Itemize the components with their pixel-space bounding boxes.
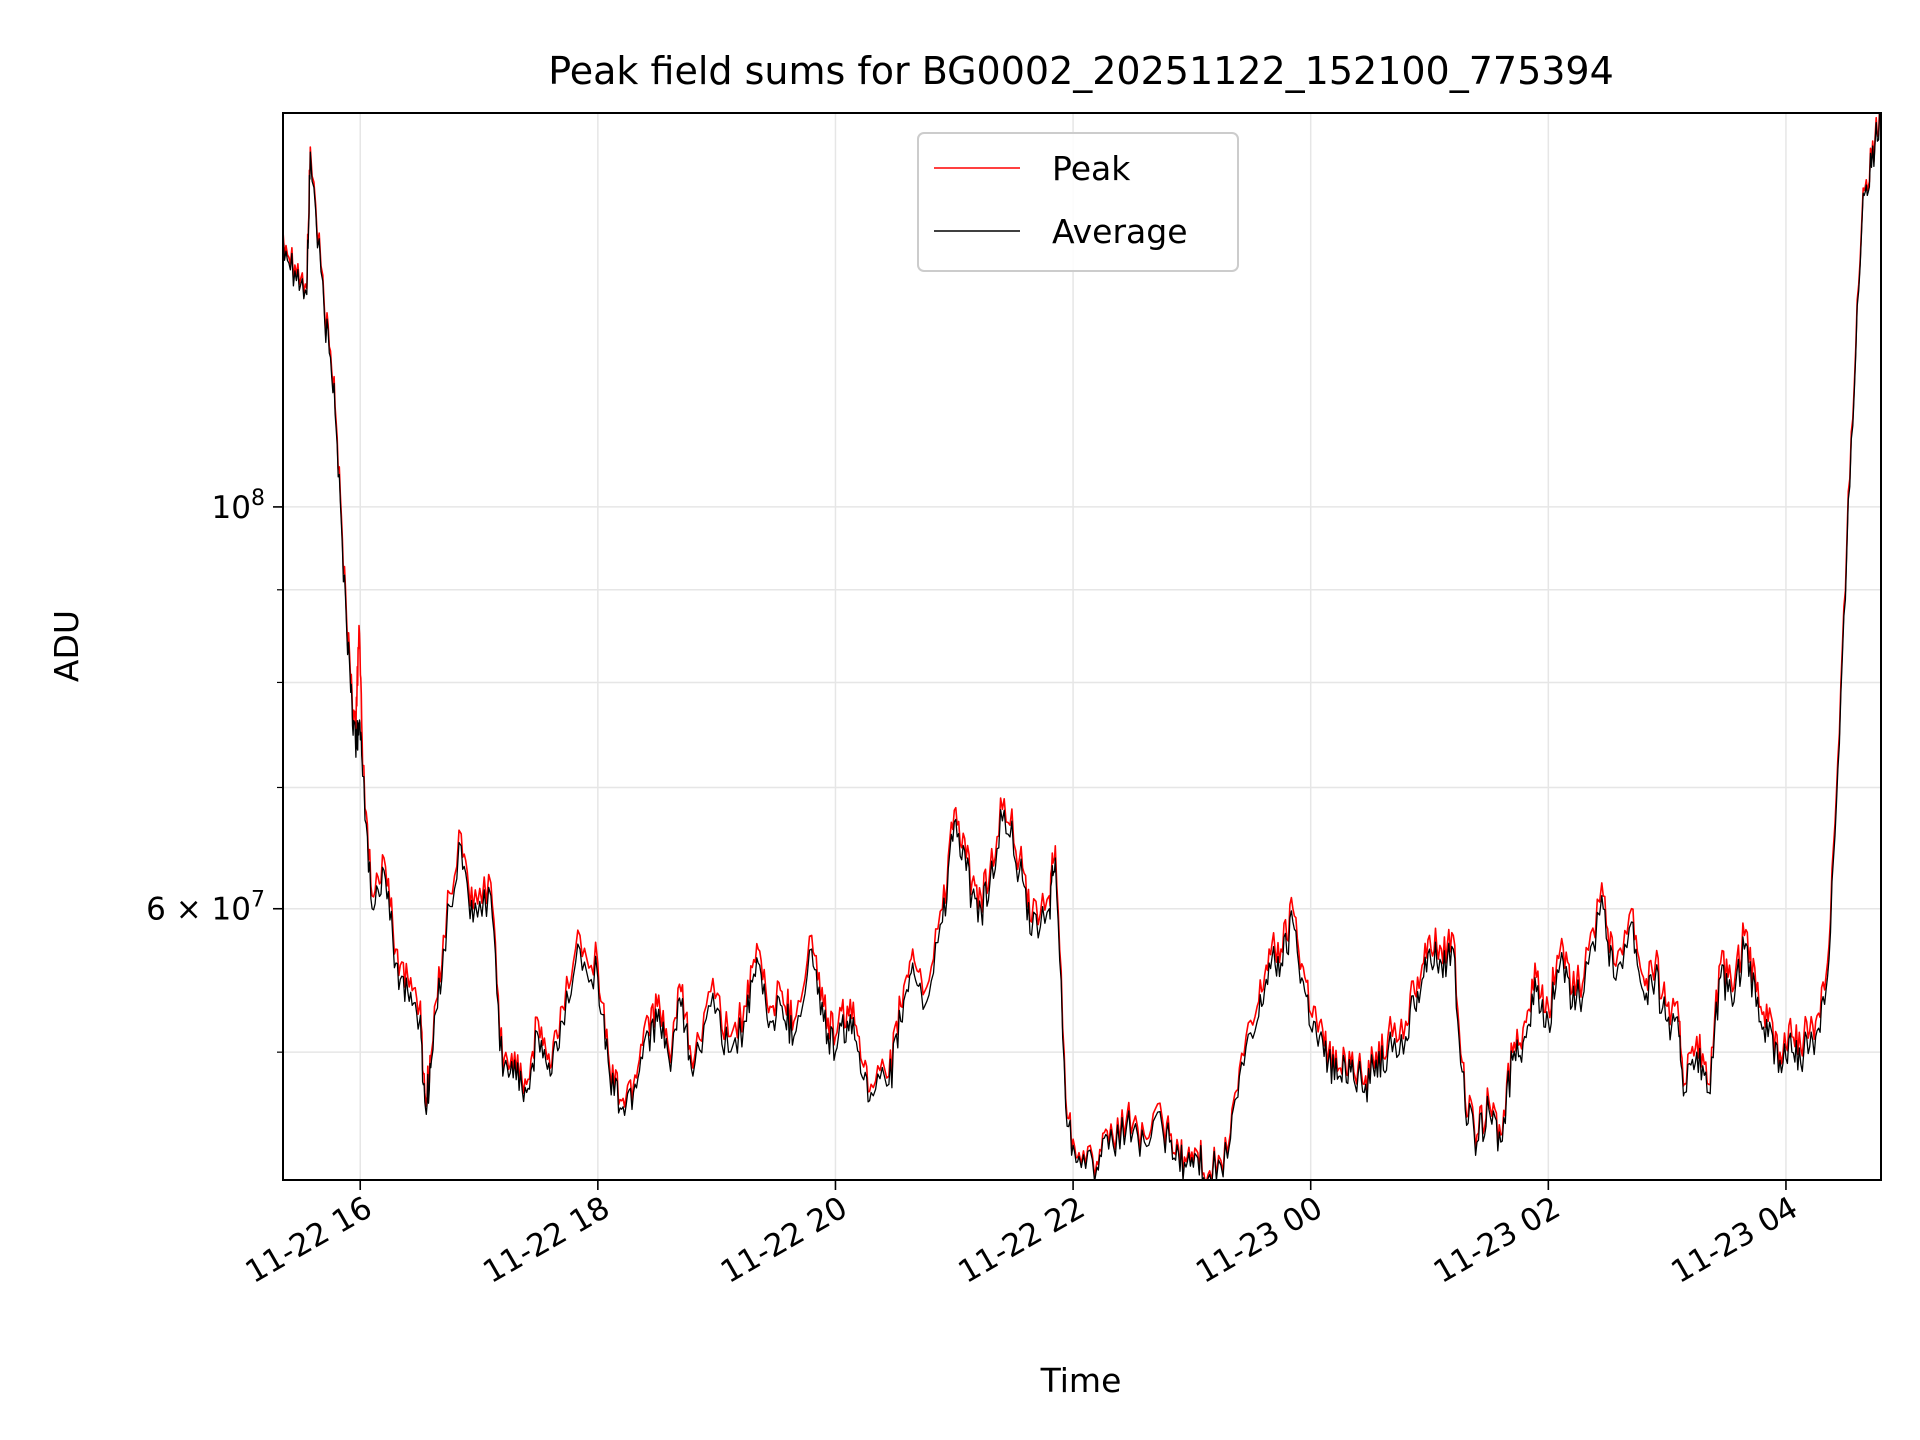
plot-frame xyxy=(282,112,1882,1181)
series-layer xyxy=(283,113,1881,1180)
x-axis-label: Time xyxy=(1040,1361,1122,1400)
legend-average-label: Average xyxy=(1052,212,1188,251)
legend: Peak Average xyxy=(917,132,1239,272)
y-tick-label: 6 × 107 xyxy=(146,888,265,928)
y-axis-label: ADU xyxy=(47,610,86,682)
series-line-average xyxy=(283,113,1881,1180)
y-tick-label: 108 xyxy=(212,486,265,526)
chart-title: Peak field sums for BG0002_20251122_1521… xyxy=(548,49,1614,93)
y-axis: 108 6 × 107 xyxy=(146,486,283,1053)
legend-peak-label: Peak xyxy=(1052,149,1131,188)
grid xyxy=(283,113,1881,1180)
